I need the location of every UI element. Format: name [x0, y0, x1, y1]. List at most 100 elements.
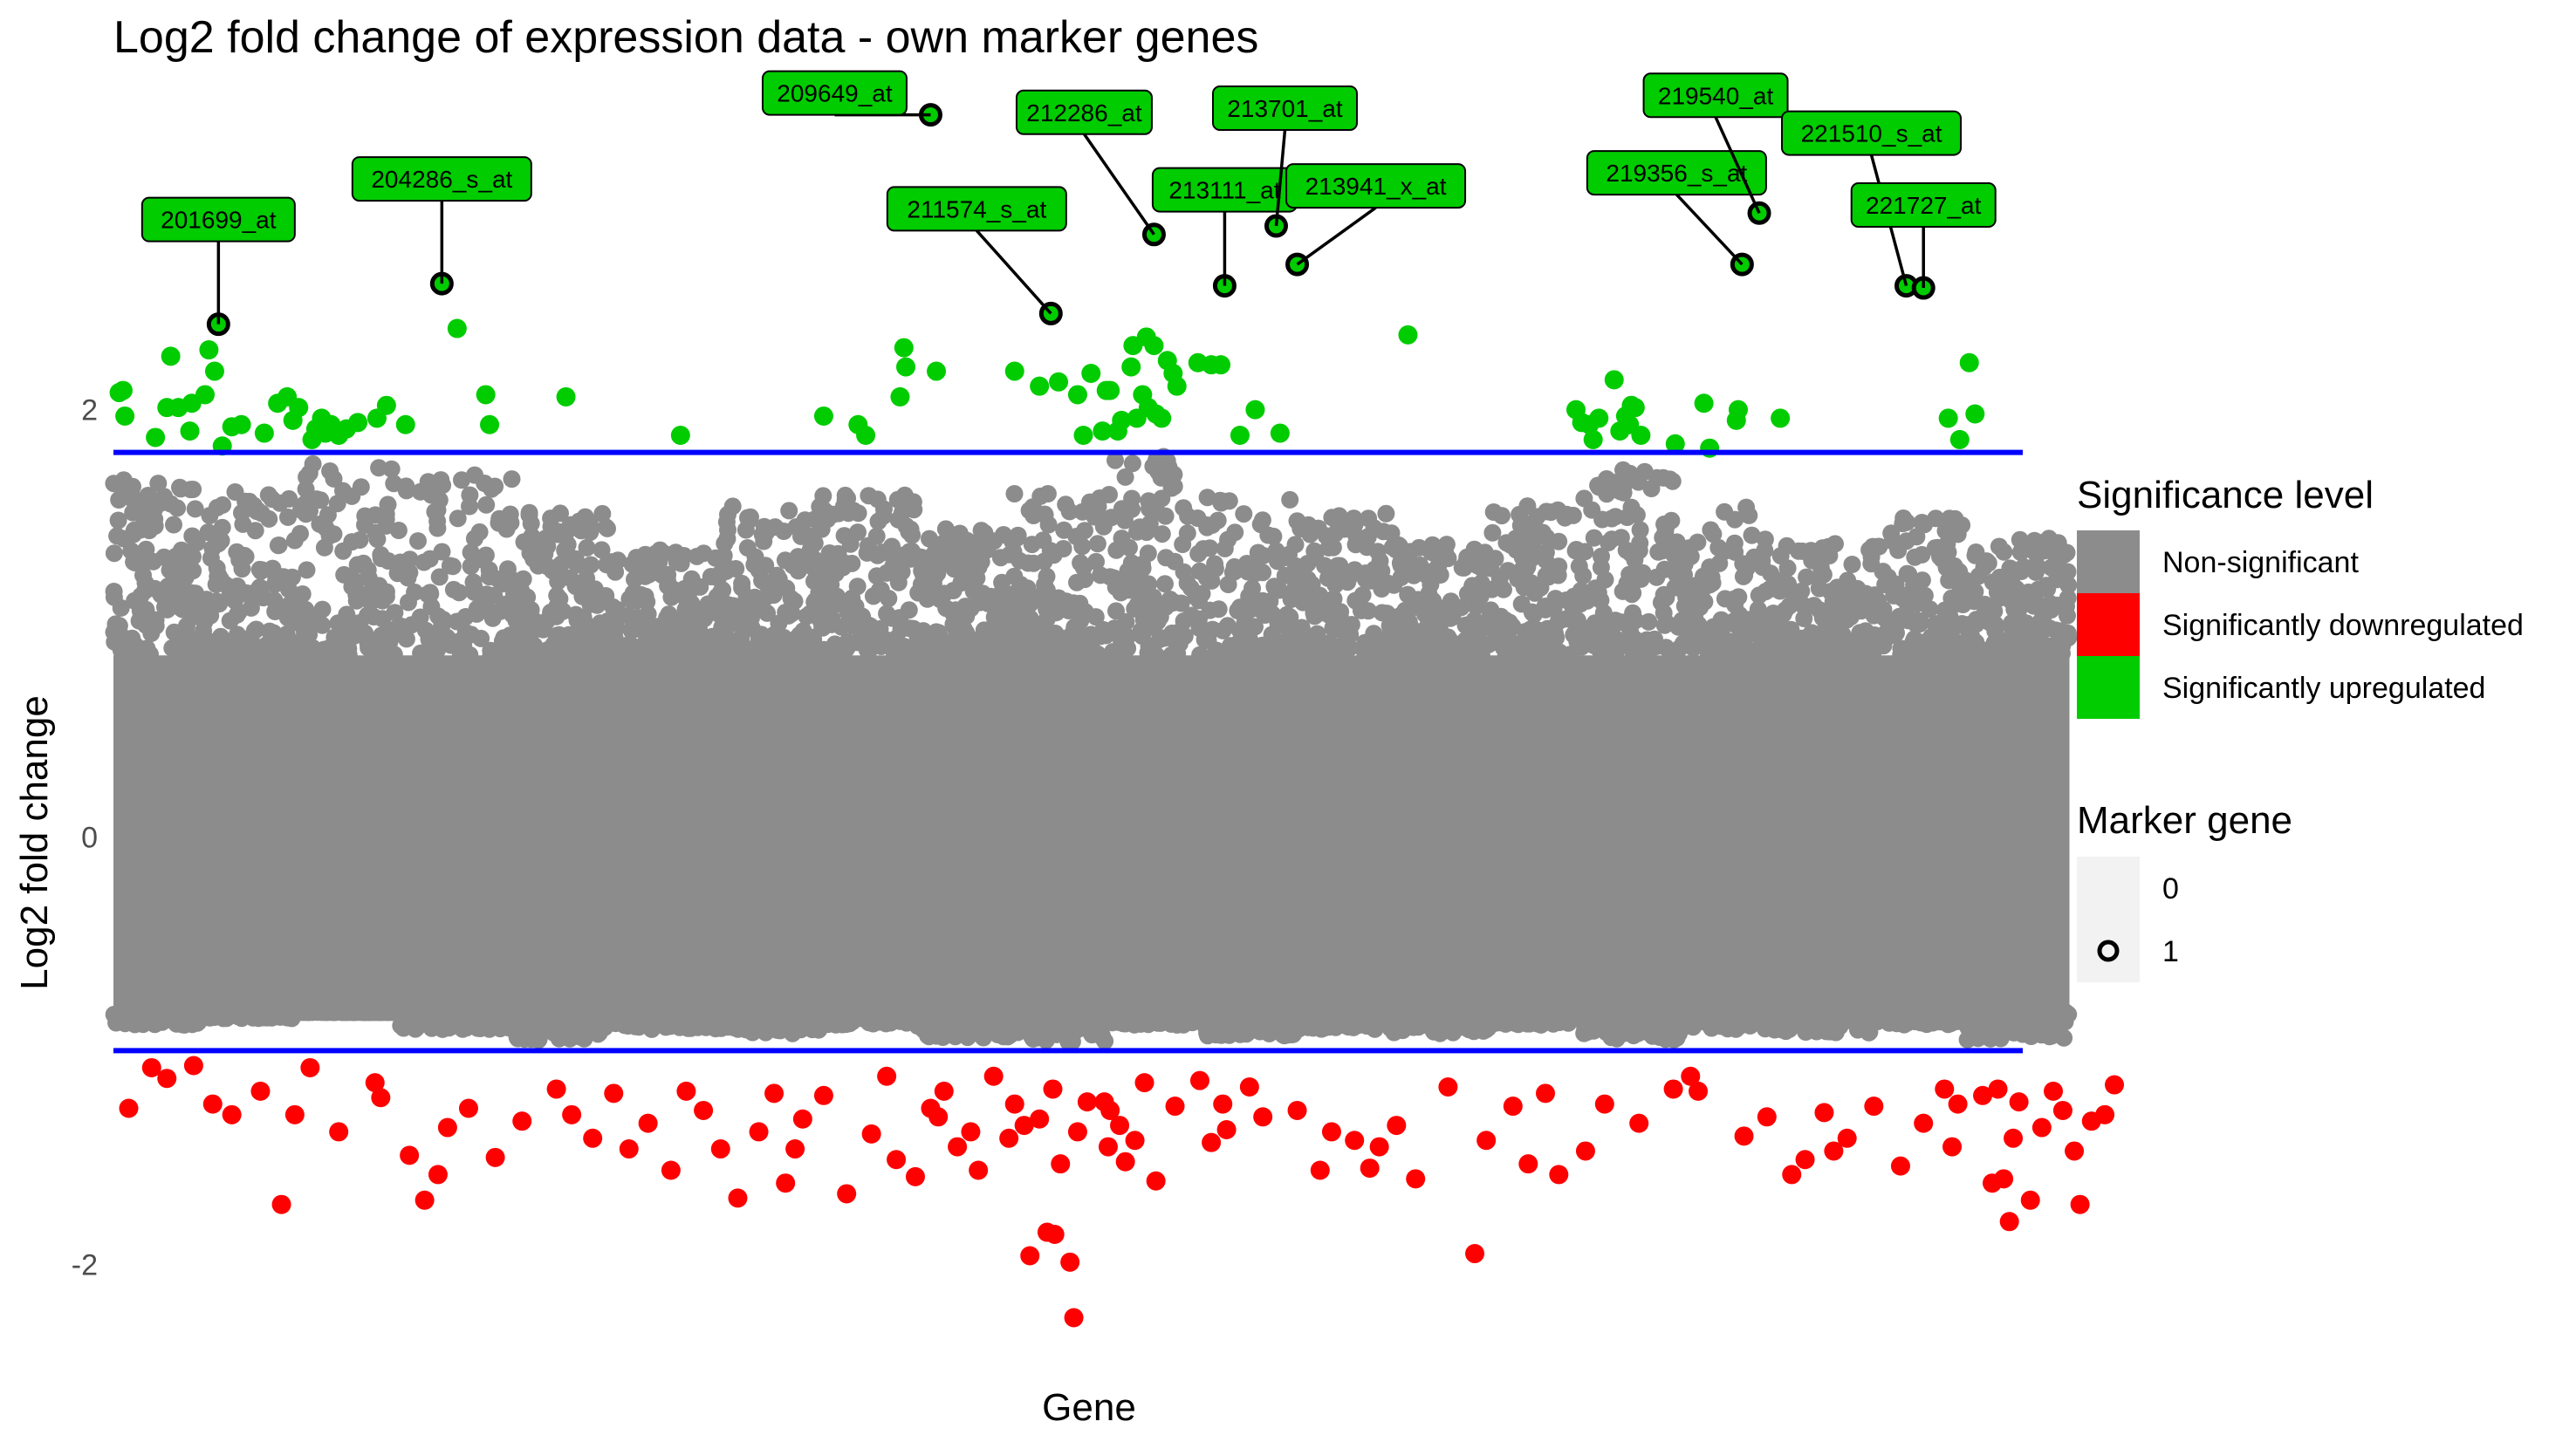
- non-significant-point: [1106, 451, 1124, 469]
- non-significant-point: [1799, 628, 1818, 646]
- non-significant-point: [1497, 635, 1516, 653]
- non-significant-point: [956, 550, 975, 569]
- non-significant-point: [613, 639, 631, 657]
- non-significant-point: [726, 1010, 744, 1029]
- non-significant-point: [1574, 619, 1593, 638]
- non-significant-point: [168, 499, 187, 517]
- non-significant-point: [779, 1010, 798, 1029]
- non-significant-point: [441, 557, 459, 575]
- non-significant-point: [1653, 542, 1671, 560]
- non-significant-point: [1119, 1010, 1137, 1029]
- upregulated-point: [1073, 426, 1093, 446]
- annotation-label: 219356_s_at: [1606, 160, 1747, 187]
- non-significant-point: [236, 548, 255, 566]
- non-significant-point: [1655, 585, 1673, 604]
- plot-area: [105, 103, 2125, 1328]
- non-significant-point: [226, 634, 244, 653]
- non-significant-point: [640, 620, 658, 639]
- non-significant-point: [106, 618, 125, 637]
- non-significant-point: [356, 516, 373, 534]
- y-tick-label: 0: [81, 821, 98, 854]
- downregulated-point: [877, 1066, 897, 1086]
- non-significant-point: [1600, 534, 1618, 551]
- non-significant-point: [1214, 621, 1232, 639]
- non-significant-point: [1699, 644, 1717, 662]
- non-significant-point: [692, 611, 710, 629]
- annotation-label: 213111_at: [1168, 177, 1280, 204]
- non-significant-point: [789, 562, 807, 580]
- non-significant-point: [520, 503, 538, 522]
- non-significant-point: [1258, 1018, 1276, 1036]
- downregulated-point: [271, 1194, 291, 1214]
- non-significant-point: [532, 550, 551, 569]
- grey-core-band: [1583, 655, 1681, 1013]
- non-significant-point: [1640, 1018, 1657, 1036]
- non-significant-point: [1906, 548, 1924, 566]
- non-significant-point: [1482, 559, 1500, 577]
- non-significant-point: [1326, 511, 1345, 530]
- non-significant-point: [1261, 592, 1279, 611]
- non-significant-point: [1055, 521, 1073, 539]
- downregulated-point: [1438, 1077, 1458, 1097]
- downregulated-point: [329, 1122, 349, 1142]
- downregulated-point: [1663, 1079, 1683, 1099]
- non-significant-point: [203, 539, 222, 557]
- downregulated-point: [1239, 1077, 1259, 1097]
- upregulated-point: [1965, 404, 1985, 424]
- non-significant-point: [1843, 556, 1861, 573]
- upregulated-point: [254, 423, 274, 443]
- non-significant-point: [1497, 1015, 1515, 1033]
- downregulated-point: [1030, 1109, 1050, 1129]
- non-significant-point: [1089, 497, 1107, 516]
- non-significant-point: [689, 646, 707, 664]
- non-significant-point: [1864, 646, 1882, 664]
- annotation-label: 204286_s_at: [371, 166, 512, 193]
- downregulated-point: [1077, 1092, 1097, 1112]
- downregulated-point: [1890, 1156, 1910, 1176]
- non-significant-point: [1119, 639, 1137, 658]
- non-significant-point: [1203, 516, 1222, 534]
- non-significant-point: [1371, 552, 1389, 571]
- downregulated-point: [1476, 1131, 1497, 1151]
- upregulated-point: [1112, 410, 1132, 430]
- non-significant-point: [604, 618, 622, 637]
- annotation-label-box: [1781, 110, 1963, 156]
- non-significant-point: [1979, 612, 1997, 629]
- non-significant-point: [1424, 591, 1442, 610]
- non-significant-point: [466, 466, 483, 484]
- downregulated-point: [785, 1139, 805, 1159]
- annotation-label-box: [1211, 85, 1358, 131]
- non-significant-point: [1119, 562, 1137, 580]
- non-significant-point: [1226, 523, 1244, 542]
- non-significant-point: [2055, 1029, 2073, 1047]
- downregulated-point: [638, 1113, 658, 1133]
- upregulated-point: [289, 398, 309, 418]
- non-significant-point: [1069, 624, 1086, 642]
- non-significant-point: [1020, 611, 1038, 629]
- downregulated-point: [1549, 1165, 1569, 1185]
- annotations-layer: 201699_at204286_s_at209649_at211574_s_at…: [140, 70, 1997, 325]
- downregulated-point: [1202, 1132, 1222, 1152]
- non-significant-point: [250, 578, 269, 597]
- downregulated-point: [1681, 1066, 1701, 1086]
- non-significant-point: [1895, 1015, 1914, 1034]
- non-significant-point: [1460, 1021, 1478, 1039]
- non-significant-point: [351, 589, 369, 607]
- non-significant-point: [1980, 645, 1998, 663]
- non-significant-point: [313, 600, 332, 618]
- downregulated-point: [1310, 1160, 1330, 1180]
- non-significant-point: [1391, 1007, 1409, 1024]
- non-significant-point: [734, 622, 752, 640]
- non-significant-point: [1792, 582, 1811, 600]
- grey-core-band: [1679, 655, 1776, 1013]
- annotation-label-box: [886, 186, 1067, 232]
- downregulated-point: [1064, 1308, 1084, 1328]
- non-significant-point: [860, 487, 878, 505]
- non-significant-point: [1377, 504, 1395, 523]
- non-significant-point: [512, 582, 531, 600]
- non-significant-point: [1810, 579, 1828, 598]
- non-significant-point: [2046, 621, 2065, 639]
- non-significant-point: [123, 1008, 141, 1026]
- downregulated-point: [1321, 1122, 1341, 1142]
- non-significant-point: [1830, 645, 1847, 663]
